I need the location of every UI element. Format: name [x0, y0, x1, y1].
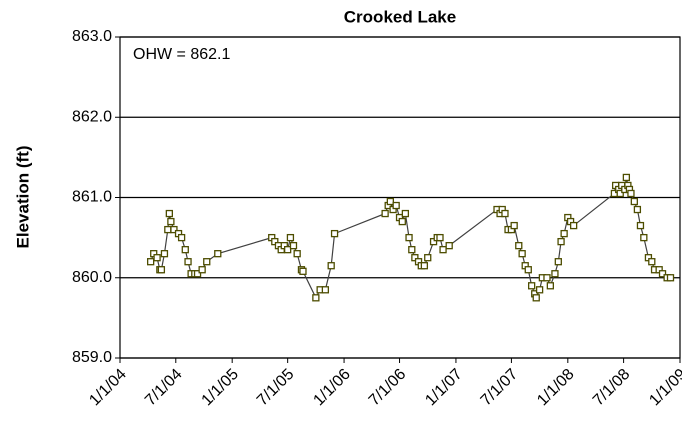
x-tick-label: 1/1/09: [646, 366, 682, 410]
data-point: [181, 246, 189, 254]
data-point: [381, 209, 389, 218]
x-tick-label: 7/1/06: [366, 366, 410, 410]
chart-title: Crooked Lake: [344, 7, 456, 26]
x-tick-label: 7/1/04: [142, 366, 186, 410]
data-point: [636, 221, 645, 230]
data-point: [532, 294, 540, 302]
data-point: [157, 266, 166, 274]
data-point: [164, 225, 172, 234]
data-point: [321, 286, 330, 294]
data-point: [284, 246, 292, 254]
data-point: [286, 233, 295, 242]
data-point: [518, 250, 526, 258]
data-point: [429, 237, 438, 246]
data-point: [184, 258, 192, 266]
y-tick-label: 861.0: [72, 189, 112, 206]
data-point: [616, 189, 624, 198]
y-tick-label: 860.0: [72, 269, 112, 286]
data-point: [557, 237, 565, 246]
data-point: [386, 197, 394, 206]
data-point: [147, 258, 155, 266]
data-point: [198, 266, 206, 274]
data-point: [436, 233, 444, 242]
data-point: [330, 229, 339, 238]
data-point: [527, 282, 536, 290]
data-point: [439, 246, 447, 254]
data-point: [271, 237, 279, 246]
data-point: [524, 266, 532, 274]
x-tick-label: 1/1/04: [86, 366, 130, 410]
plot-frame: [119, 36, 681, 359]
data-point: [569, 221, 578, 230]
x-tick-label: 7/1/07: [478, 366, 522, 410]
data-point: [170, 225, 178, 234]
data-point: [535, 286, 544, 294]
data-point: [633, 205, 642, 214]
x-tick-label: 1/1/07: [422, 366, 466, 410]
data-point: [293, 250, 301, 258]
data-point: [424, 254, 432, 262]
data-point: [401, 209, 410, 218]
data-point: [408, 246, 416, 254]
data-point: [546, 282, 554, 290]
data-point: [160, 250, 169, 258]
annotation: OHW = 862.1: [133, 46, 230, 63]
y-tick-label: 863.0: [72, 28, 112, 45]
data-point: [543, 274, 551, 282]
data-point: [551, 270, 559, 278]
data-point: [193, 270, 202, 278]
x-tick-label: 1/1/05: [199, 366, 243, 410]
data-point: [420, 262, 429, 270]
data-point: [445, 241, 453, 250]
data-point: [411, 254, 419, 262]
data-point: [392, 201, 400, 210]
data-point: [560, 229, 568, 238]
data-point: [153, 254, 161, 262]
x-tick-label: 7/1/08: [590, 366, 634, 410]
data-point: [167, 217, 175, 226]
x-tick-label: 1/1/06: [310, 366, 354, 410]
data-point: [622, 173, 631, 182]
x-tick-label: 7/1/05: [254, 366, 298, 410]
y-axis-label: Elevation (ft): [13, 146, 32, 249]
y-tick-label: 859.0: [72, 349, 112, 366]
data-point: [398, 217, 406, 226]
data-point: [627, 189, 635, 198]
data-point: [658, 270, 667, 278]
data-point: [214, 250, 222, 258]
data-point: [630, 197, 638, 206]
data-point: [515, 241, 523, 250]
data-point: [501, 209, 509, 218]
data-point: [510, 221, 518, 230]
data-point: [203, 258, 211, 266]
data-point: [165, 209, 173, 218]
data-point: [289, 241, 298, 250]
data-point: [312, 294, 320, 302]
data-point: [666, 274, 675, 282]
data-point: [405, 233, 413, 242]
data-point: [648, 258, 656, 266]
y-tick-label: 862.0: [72, 108, 112, 125]
data-point: [640, 233, 648, 242]
data-point: [299, 267, 307, 275]
x-tick-label: 1/1/08: [534, 366, 578, 410]
data-point: [554, 258, 562, 266]
data-point: [177, 233, 186, 242]
data-point: [327, 262, 335, 270]
